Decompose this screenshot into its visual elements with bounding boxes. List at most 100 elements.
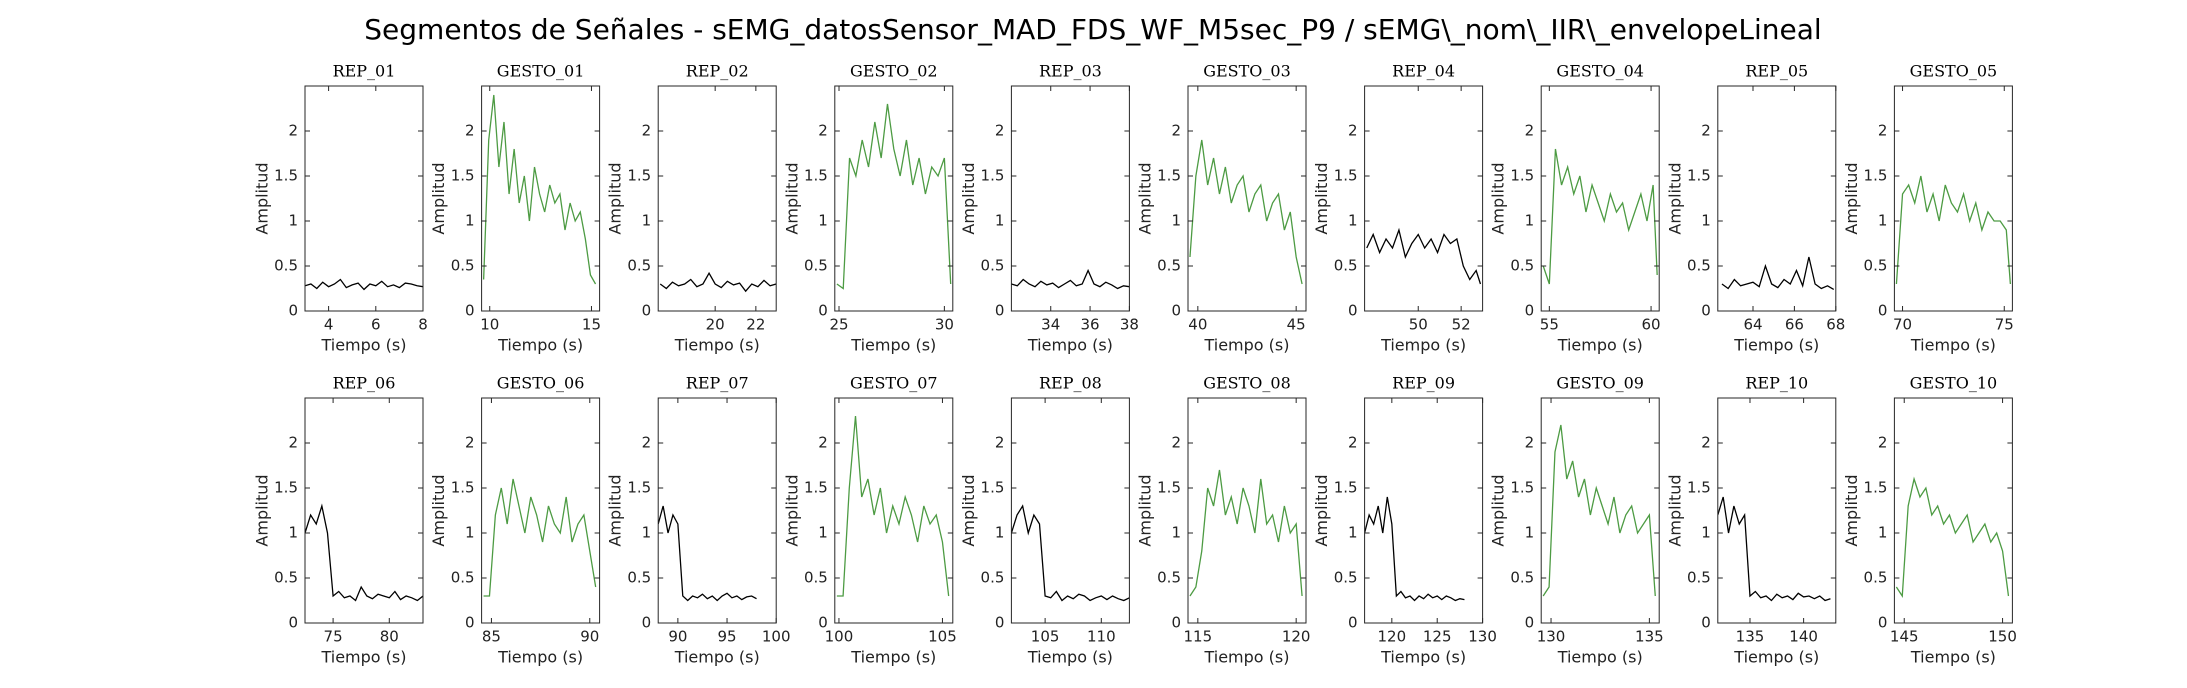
x-tick-label: 66 — [1785, 316, 1804, 334]
subplot-title: REP_03 — [1039, 62, 1102, 81]
x-tick-label: 110 — [1087, 628, 1116, 646]
x-axis-label: Tiempo (s) — [850, 648, 936, 667]
axes-box — [657, 397, 777, 624]
plot-area — [482, 94, 597, 285]
subplot: 0 0.5 1 1.5 2 145 150 GESTO_10 Tiempo (s) Amplitu… — [1842, 374, 2017, 667]
y-tick-label: 1.5 — [1687, 167, 1711, 185]
axes-box — [481, 397, 601, 624]
axes-background — [834, 86, 953, 311]
subplot-title: GESTO_01 — [497, 62, 585, 81]
x-tick-label: 34 — [1041, 316, 1060, 334]
y-tick-label: 0.5 — [1334, 569, 1358, 587]
y-tick-label: 2 — [1171, 122, 1181, 140]
y-tick-label: 0 — [465, 614, 475, 632]
y-tick-label: 0 — [465, 302, 475, 320]
y-tick-label: 1 — [465, 524, 475, 542]
subplot-title: GESTO_06 — [497, 374, 585, 393]
x-tick-label: 70 — [1893, 316, 1912, 334]
y-tick-label: 0.5 — [804, 257, 828, 275]
y-tick-label: 0 — [818, 614, 828, 632]
x-tick-label: 75 — [324, 628, 343, 646]
y-tick-label: 0.5 — [1510, 569, 1534, 587]
subplot: 0 0.5 1 1.5 2 130 135 GESTO_09 Tiempo (s) Amplitu… — [1489, 374, 1664, 667]
y-tick-label: 2 — [995, 434, 1005, 452]
y-tick-label: 1.5 — [804, 479, 828, 497]
x-axis-label: Tiempo (s) — [850, 336, 936, 355]
x-tick-label: 8 — [418, 316, 428, 334]
y-tick-label: 0 — [1171, 302, 1181, 320]
y-axis-label: Amplitud — [1842, 162, 1861, 234]
axes-box — [1717, 85, 1837, 312]
y-axis-label: Amplitud — [429, 474, 448, 546]
x-tick-label: 10 — [480, 316, 499, 334]
plot-area — [1721, 256, 1835, 290]
x-tick-label: 85 — [482, 628, 501, 646]
y-axis-label: Amplitud — [429, 162, 448, 234]
figure-title: Segmentos de Señales - sEMG_datosSensor_… — [364, 13, 1821, 46]
x-axis-label: Tiempo (s) — [1203, 648, 1289, 667]
y-tick-label: 1.5 — [1334, 167, 1358, 185]
x-tick-label: 20 — [706, 316, 725, 334]
axes-box — [1717, 397, 1837, 624]
x-tick-label: 50 — [1409, 316, 1428, 334]
subplot-title: GESTO_03 — [1203, 62, 1291, 81]
y-axis-label: Amplitud — [959, 474, 978, 546]
subplot: 0 0.5 1 1.5 2 25 30 GESTO_02 Tiempo (s) Amplitud — [782, 62, 954, 355]
axes-box — [1893, 85, 2013, 312]
subplot-title: REP_07 — [686, 374, 749, 393]
y-tick-label: 0 — [1348, 302, 1358, 320]
y-tick-label: 1 — [1701, 212, 1711, 230]
y-tick-label: 1.5 — [981, 167, 1005, 185]
y-tick-label: 1 — [1171, 212, 1181, 230]
plot-area — [836, 415, 950, 597]
y-axis-label: Amplitud — [1665, 162, 1684, 234]
y-axis-label: Amplitud — [782, 474, 801, 546]
y-axis-label: Amplitud — [253, 162, 272, 234]
y-tick-label: 1 — [1878, 212, 1888, 230]
subplot: 0 0.5 1 1.5 2 115 120 GESTO_08 Tiempo (s) Amplitu… — [1136, 374, 1311, 667]
axes-background — [305, 398, 423, 623]
y-tick-label: 1 — [818, 212, 828, 230]
axes-box — [304, 397, 424, 624]
x-axis-label: Tiempo (s) — [674, 648, 760, 667]
plot-area — [1011, 268, 1130, 290]
x-axis-label: Tiempo (s) — [1557, 648, 1643, 667]
x-axis-label: Tiempo (s) — [1910, 648, 1996, 667]
x-axis-label: Tiempo (s) — [497, 648, 583, 667]
subplot: 0 0.5 1 1.5 2 135 140 REP_10 Tiempo (s) Amplitud — [1665, 374, 1837, 667]
signal-line — [1189, 139, 1303, 285]
y-axis-label: Amplitud — [1136, 474, 1155, 546]
axes-box — [657, 85, 777, 312]
y-tick-label: 2 — [465, 122, 475, 140]
x-tick-label: 52 — [1452, 316, 1471, 334]
plot-area — [1189, 139, 1303, 285]
y-tick-label: 2 — [1701, 434, 1711, 452]
y-tick-label: 1 — [1348, 524, 1358, 542]
axes-background — [1364, 398, 1483, 623]
y-tick-label: 0.5 — [1687, 257, 1711, 275]
y-tick-label: 0 — [1525, 614, 1535, 632]
plot-area — [836, 103, 952, 290]
axes-background — [1188, 398, 1306, 623]
axes-box — [1364, 397, 1484, 624]
subplot-title: GESTO_07 — [850, 374, 938, 393]
x-axis-label: Tiempo (s) — [674, 336, 760, 355]
y-tick-label: 1.5 — [627, 479, 651, 497]
x-tick-label: 120 — [1378, 628, 1407, 646]
x-axis-label: Tiempo (s) — [1910, 336, 1996, 355]
subplot: 0 0.5 1 1.5 2 40 45 GESTO_03 Tiempo (s) Amplitud — [1136, 62, 1307, 355]
x-tick-label: 135 — [1736, 628, 1765, 646]
axes-background — [1364, 86, 1483, 311]
y-tick-label: 0 — [1878, 614, 1888, 632]
x-tick-label: 120 — [1282, 628, 1311, 646]
y-tick-label: 2 — [1701, 122, 1711, 140]
signal-line — [1542, 148, 1658, 285]
signal-line — [1189, 469, 1303, 597]
plot-area — [1895, 175, 2012, 285]
x-tick-label: 25 — [829, 316, 848, 334]
x-axis-label: Tiempo (s) — [497, 336, 583, 355]
axes-box — [481, 85, 601, 312]
y-tick-label: 0.5 — [1510, 257, 1534, 275]
y-axis-label: Amplitud — [1312, 474, 1331, 546]
plot-area — [659, 271, 777, 293]
